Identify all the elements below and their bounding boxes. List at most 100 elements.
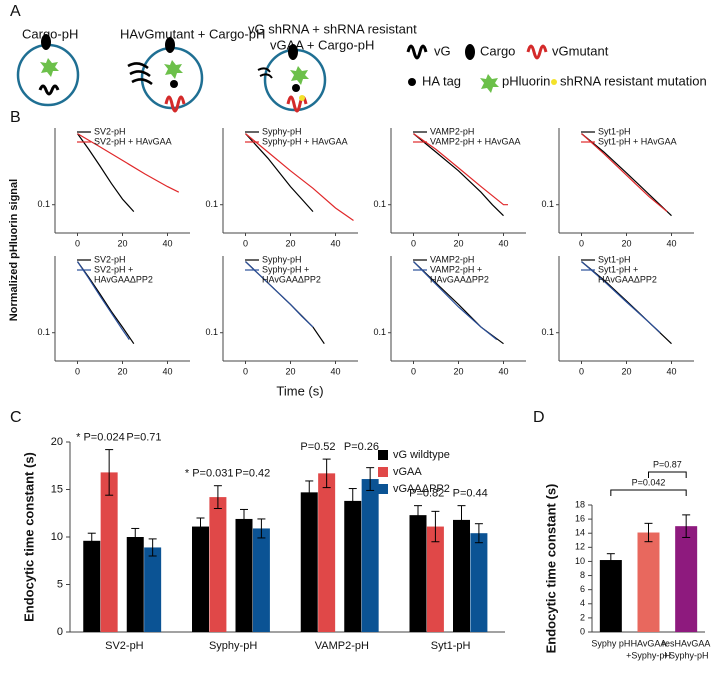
annotation: P=0.87 [653,459,682,469]
y-tick-label: 5 [57,578,63,590]
phluorin [40,58,59,77]
bar [599,560,622,632]
mutation [299,95,305,101]
x-tick-label: 0 [579,366,584,376]
bar [300,492,318,632]
bar [453,519,470,632]
bar [409,515,427,632]
x-tick-label: 0 [243,366,248,376]
mutation-icon [551,79,557,85]
y-axis-label: Normalized pHluorin signal [8,179,20,321]
legend-label: SV2-pH [94,254,126,264]
legend-swatch [378,484,388,494]
trace [77,133,135,213]
x-tick-label: 0 [75,366,80,376]
x-tick-label: 0 [579,238,584,248]
x-tick-label: 0 [411,366,416,376]
annotation: * P=0.024 [76,432,125,444]
legend-label: vGAAΔPP2 [393,483,450,495]
cargo [41,34,51,50]
legend-label: HAvGAAΔPP2 [430,274,489,284]
legend-text: shRNA resistant mutation [560,73,707,88]
y-tick-label: 2 [580,612,585,622]
x-tick-label: 20 [117,238,127,248]
trace [413,261,498,341]
x-tick-label: +Syphy-pH [626,650,671,660]
vg-icon [406,44,428,60]
legend-label: HAvGAAΔPP2 [94,274,153,284]
legend-label: VAMP2-pH + HAvGAA [430,136,520,146]
panel-label: A [10,3,21,20]
legend-text: vGmutant [552,43,609,58]
bar [83,540,101,632]
legend-label: Syphy-pH [262,126,302,136]
cargo [165,37,175,53]
trace [245,133,314,213]
legend-label: HAvGAAΔPP2 [598,274,657,284]
y-tick-label: 15 [51,483,63,495]
x-tick-label: 0 [243,238,248,248]
trace [581,133,672,217]
vesicle [16,43,80,107]
vg [38,84,60,96]
x-tick-label: 20 [117,366,127,376]
legend-label: Syt1-pH [598,254,631,264]
x-tick-label: 40 [162,366,172,376]
trace [413,133,504,217]
x-axis-label: Time (s) [276,383,323,398]
y-tick-label: 8 [580,570,585,580]
x-tick-label: 40 [666,366,676,376]
annotation: P=0.82 [409,488,444,500]
x-tick-label: SV2-pH [105,640,144,652]
y-tick-label: 18 [575,499,585,509]
x-tick-label: Syphy pH [591,638,630,648]
phluorin [164,60,183,79]
x-tick-label: 20 [453,238,463,248]
y-tick-label: 0.1 [373,327,386,337]
legend-swatch [378,467,388,477]
bar [426,526,444,632]
annotation: P=0.42 [235,468,270,480]
trace [581,261,661,334]
annotation: P=0.26 [344,441,379,453]
bar [318,473,336,632]
x-tick-label: HAvGAA [631,638,667,648]
legend-label: SV2-pH + HAvGAA [94,136,172,146]
annotation: P=0.042 [632,477,666,487]
legend-label: VAMP2-pH [430,126,474,136]
diagram: A Cargo-pH HAvGmutant + Cargo-pH vG shRN… [10,3,707,113]
panel-label: B [10,109,21,126]
bracket [610,489,687,496]
ha-tag [292,84,300,92]
legend-label: Syt1-pH + [598,264,638,274]
trace [581,133,668,213]
x-tick-label: 40 [330,238,340,248]
x-tick-label: 20 [621,366,631,376]
cargo [288,44,298,60]
bar [209,497,227,632]
x-tick-label: resHAvGAA [662,638,710,648]
legend-label: VAMP2-pH [430,254,474,264]
annotation: * P=0.031 [185,468,234,480]
x-tick-label: 20 [621,238,631,248]
bracket [648,471,687,478]
bar [361,479,379,632]
phluorin-icon [480,74,499,93]
x-tick-label: 20 [453,366,463,376]
panel-label: D [533,409,545,426]
legend-label: SV2-pH + [94,264,133,274]
bar [637,532,660,632]
y-tick-label: 0.1 [37,199,50,209]
vg [257,67,273,79]
bar [235,518,253,632]
trace [77,261,130,340]
trace [77,133,180,193]
x-tick-label: 40 [666,238,676,248]
y-tick-label: 0.1 [541,327,554,337]
x-tick-label: Syphy-pH [209,640,257,652]
condition-label: HAvGmutant + Cargo-pH [120,26,265,41]
x-tick-label: 0 [411,238,416,248]
legend-text: Cargo [480,43,515,58]
y-tick-label: 0.1 [37,327,50,337]
